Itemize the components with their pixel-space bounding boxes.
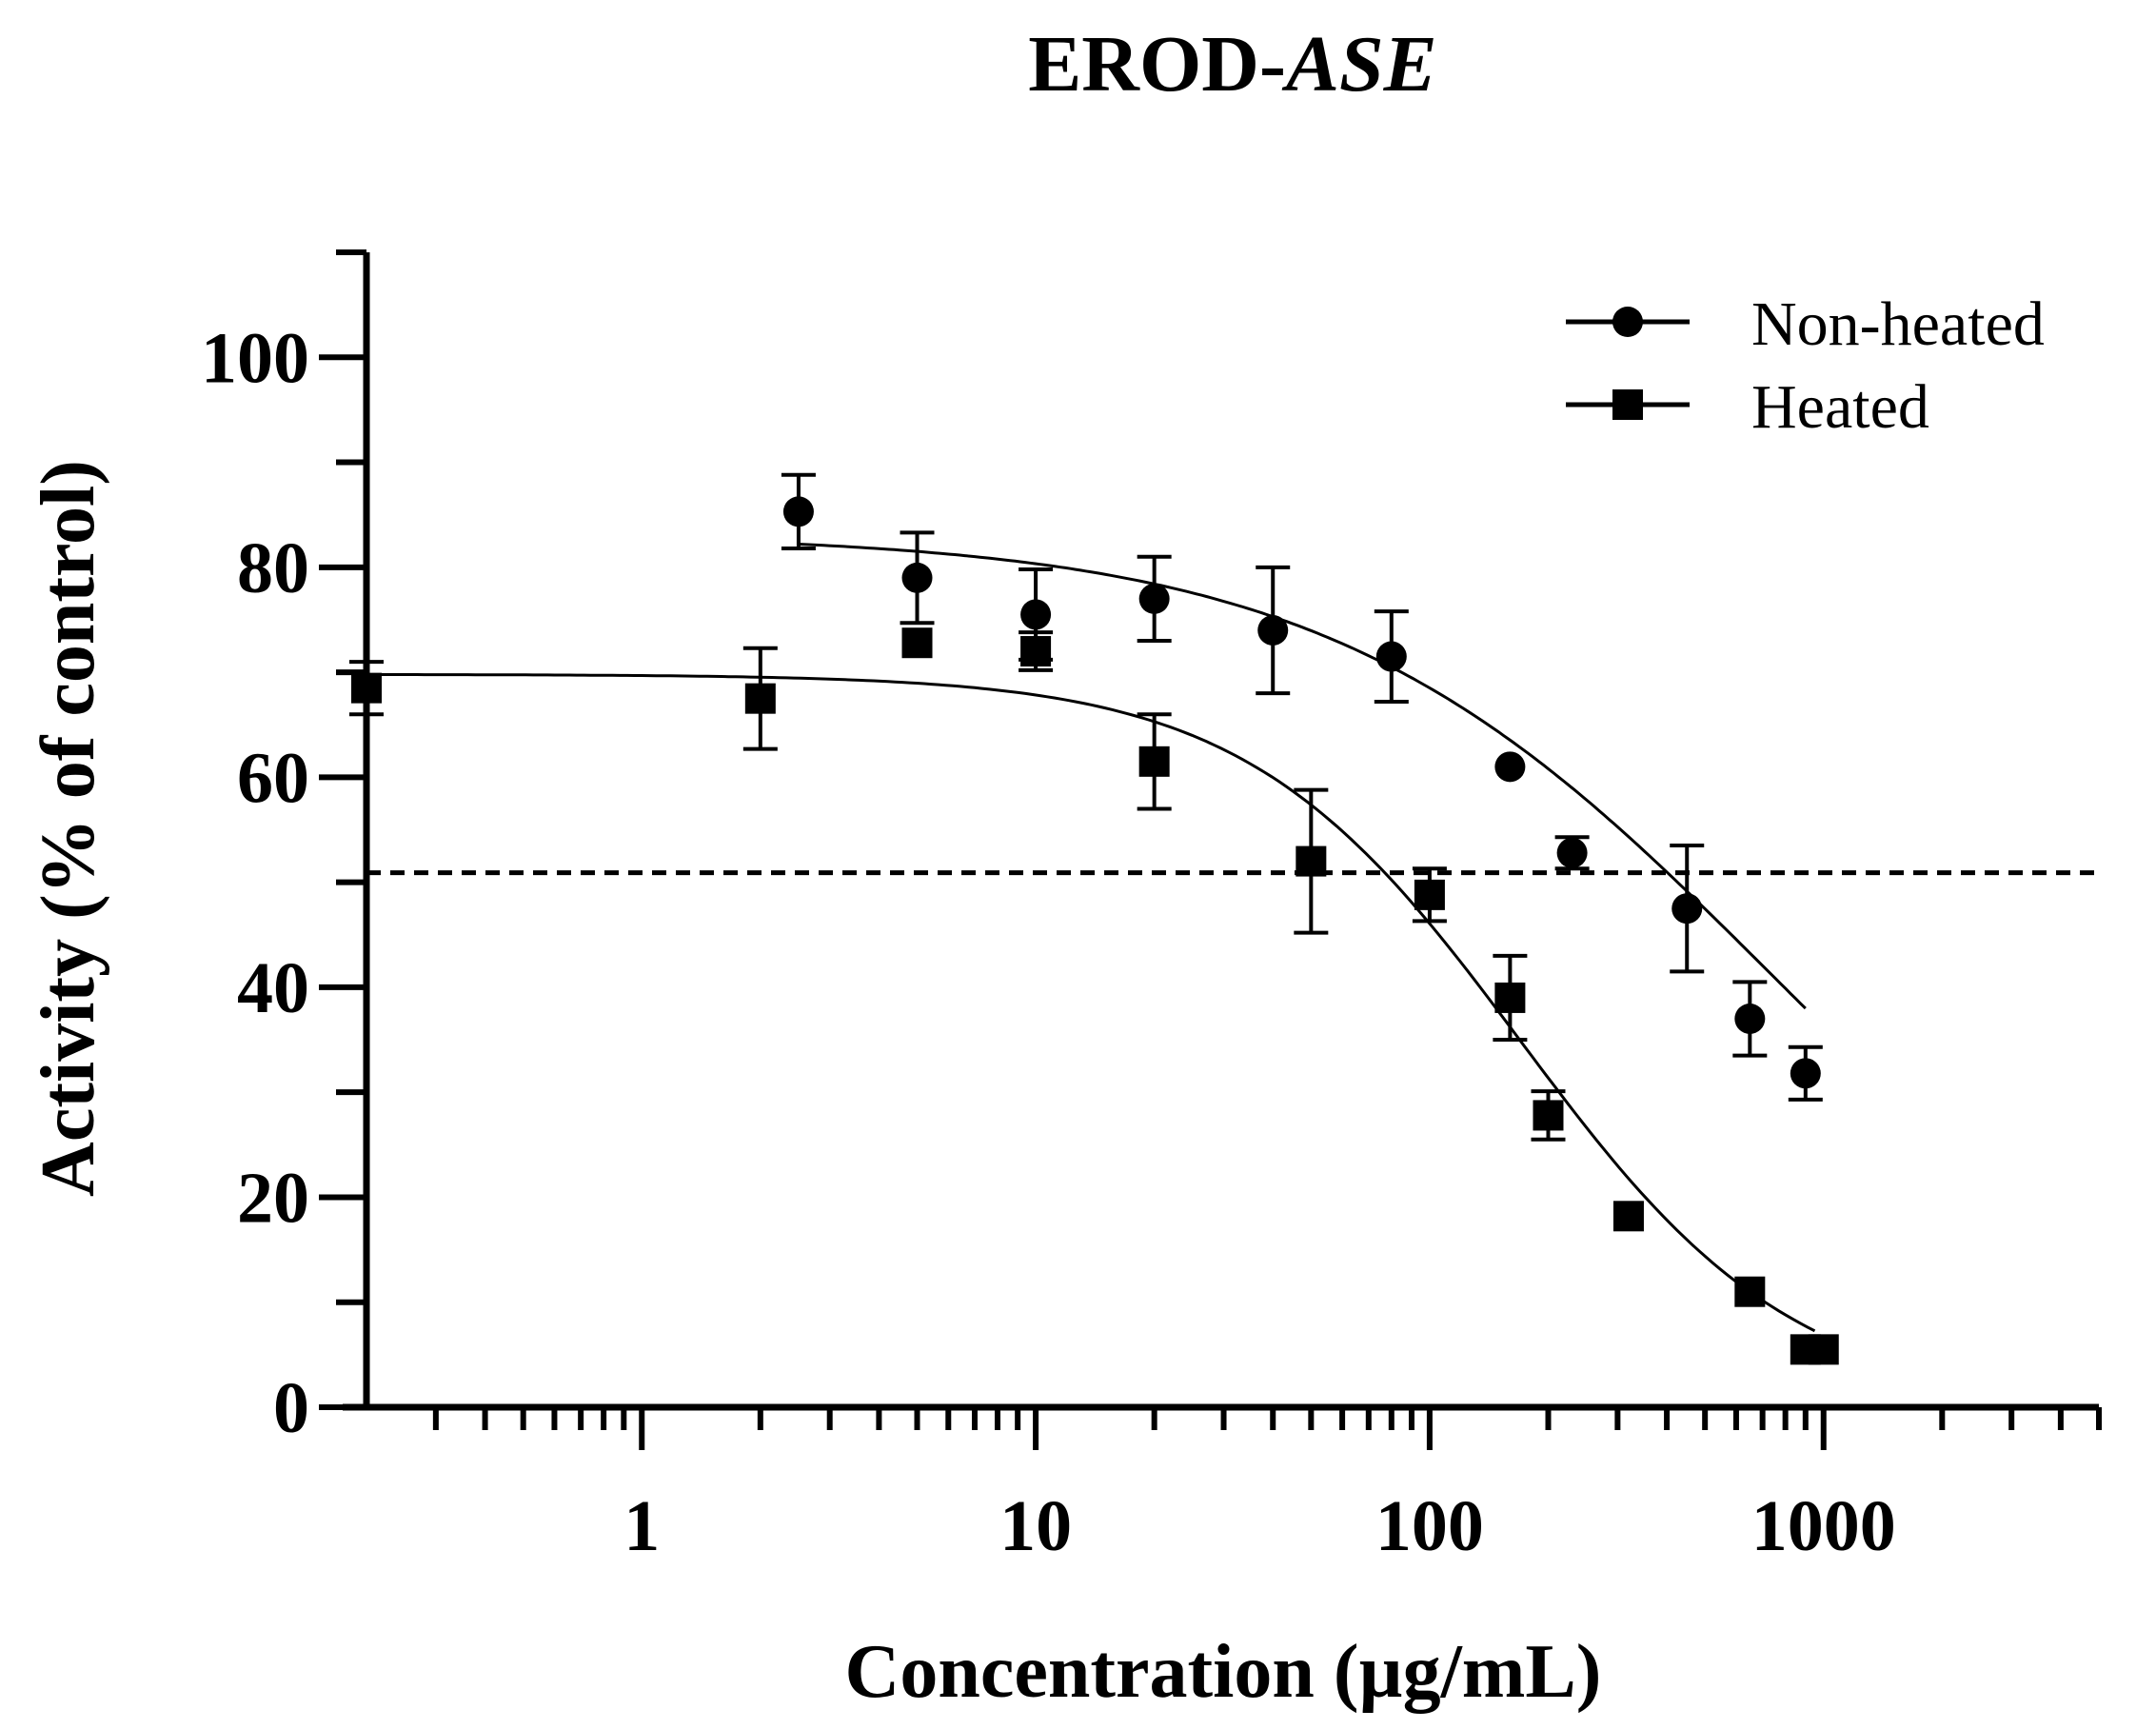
data-point-heated <box>1414 879 1445 910</box>
data-point-heated <box>1138 746 1170 777</box>
data-point-non-heated <box>1671 893 1703 925</box>
y-axis-label: Activity (% of control) <box>27 460 110 1197</box>
data-point-heated <box>1612 1201 1644 1232</box>
data-point-heated <box>1808 1334 1839 1365</box>
data-point-heated <box>901 627 933 659</box>
data-point-non-heated <box>1556 837 1588 868</box>
axes: 0 20 40 60 80 100 1 10 100 1000 <box>201 249 2102 1566</box>
data-points <box>351 496 1839 1365</box>
legend-item-heated: Heated <box>1566 372 1929 442</box>
data-point-non-heated <box>782 496 814 527</box>
y-tick-label: 0 <box>273 1368 309 1448</box>
legend-marker-circle <box>1612 307 1643 337</box>
x-tick-label: 1 <box>623 1486 660 1566</box>
fit-curve-non-heated <box>798 543 1807 1010</box>
y-tick-label: 100 <box>201 318 309 398</box>
data-point-non-heated <box>1734 1003 1766 1034</box>
data-point-non-heated <box>1375 641 1407 672</box>
chart-title: EROD-ASE <box>1028 20 1436 109</box>
y-tick-label: 60 <box>237 738 309 818</box>
data-point-heated <box>1020 636 1052 667</box>
x-axis-label: Concentration (µg/mL) <box>845 1630 1602 1714</box>
data-point-non-heated <box>901 562 933 593</box>
data-point-heated <box>1296 845 1327 877</box>
data-point-heated <box>1494 982 1526 1013</box>
legend-marker-square <box>1612 389 1643 420</box>
data-point-non-heated <box>1790 1058 1821 1089</box>
data-point-heated <box>351 672 382 704</box>
data-point-non-heated <box>1020 599 1052 630</box>
legend: Non-heated Heated <box>1566 289 2045 442</box>
chart-title-italic: ASE <box>1281 20 1437 109</box>
chart-title-main: EROD- <box>1028 20 1286 109</box>
legend-label-heated: Heated <box>1751 372 1929 442</box>
fit-curves <box>366 543 1816 1333</box>
legend-label-non-heated: Non-heated <box>1751 289 2045 359</box>
data-point-non-heated <box>1138 583 1170 614</box>
data-point-non-heated <box>1494 751 1526 783</box>
error-bars <box>349 472 1823 1142</box>
y-tick-label: 20 <box>237 1158 309 1238</box>
data-point-heated <box>1734 1276 1766 1307</box>
x-tick-label: 10 <box>999 1486 1072 1566</box>
x-tick-label: 100 <box>1375 1486 1484 1566</box>
data-point-non-heated <box>1257 614 1289 646</box>
data-point-heated <box>744 683 776 714</box>
y-tick-label: 40 <box>237 948 309 1028</box>
data-point-heated <box>1533 1100 1564 1131</box>
y-tick-label: 80 <box>237 528 309 608</box>
x-tick-label: 1000 <box>1751 1486 1896 1566</box>
legend-item-non-heated: Non-heated <box>1566 289 2045 359</box>
fit-curve-heated <box>366 673 1816 1333</box>
